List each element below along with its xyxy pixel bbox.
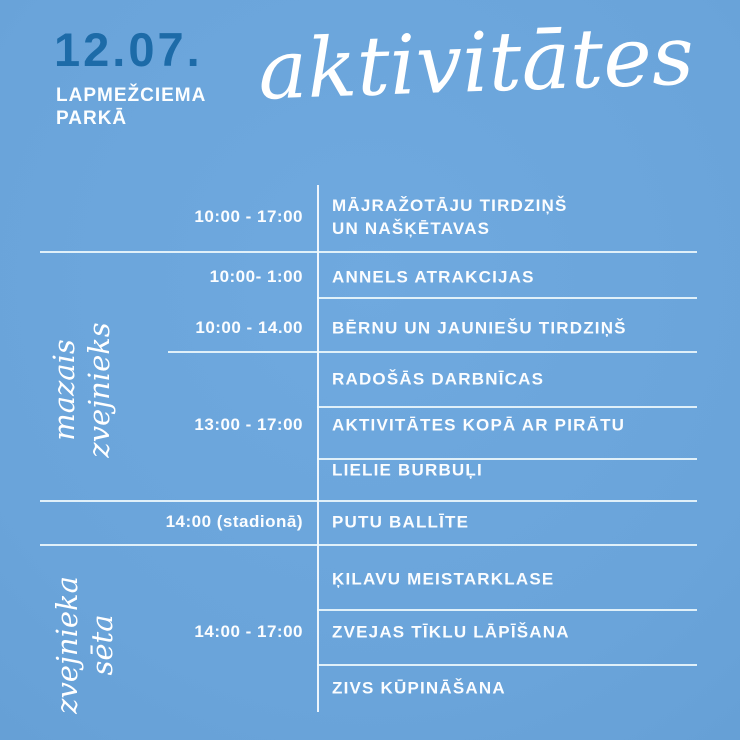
poster-title: aktivitātes — [256, 8, 696, 119]
activity-zivs-kupinasana: ZIVS KŪPINĀŠANA — [332, 678, 506, 698]
event-location-line1: LAPMEŽCIEMA — [56, 85, 207, 106]
section-divider-line — [40, 500, 697, 502]
row-divider-line — [168, 351, 697, 353]
row-divider-line — [317, 297, 697, 299]
activity-majrazotaju: MĀJRAŽOTĀJU TIRDZIŅŠ UN NAŠĶĒTAVAS — [332, 194, 568, 240]
time-zvejas-tiklu: 14:00 - 17:00 — [194, 622, 303, 641]
activity-putu-ballite: PUTU BALLĪTE — [332, 512, 470, 532]
time-annels: 10:00- 1:00 — [209, 267, 303, 286]
activity-kilavu-meistarklase: ĶILAVU MEISTARKLASE — [332, 569, 555, 589]
time-bernu-tirdzins: 10:00 - 14.00 — [195, 318, 303, 337]
event-date: 12.07. — [54, 23, 203, 76]
section-label-line2: zvejnieks — [82, 322, 116, 458]
row-divider-line — [40, 251, 697, 253]
section-label-line1: zvejnieka — [50, 576, 84, 714]
time-putu-ballite: 14:00 (stadionā) — [165, 512, 303, 531]
section-label-mazais-zvejnieks: mazais zvejnieks — [47, 322, 117, 457]
activity-bernu-tirdzins: BĒRNU UN JAUNIEŠU TIRDZIŅŠ — [332, 318, 627, 338]
row-divider-line — [317, 458, 697, 460]
section-label-zvejnieka-seta: zvejnieka sēta — [50, 576, 120, 714]
activity-lielie-burbuli: LIELIE BURBUĻI — [332, 460, 483, 480]
time-majrazotaju: 10:00 - 17:00 — [194, 207, 303, 226]
row-divider-line — [317, 406, 697, 408]
event-location: LAPMEŽCIEMA PARKĀ — [56, 84, 206, 130]
event-location-line2: PARKĀ — [56, 108, 128, 129]
activity-zvejas-tiklu: ZVEJAS TĪKLU LĀPĪŠANA — [332, 622, 570, 642]
column-divider-line — [317, 185, 319, 712]
section-label-line2: sēta — [85, 614, 119, 676]
row-divider-line — [317, 664, 697, 666]
activity-radosas-darbnicas: RADOŠĀS DARBNĪCAS — [332, 369, 545, 389]
section-label-line1: mazais — [47, 339, 81, 441]
activity-piratu: AKTIVITĀTES KOPĀ AR PIRĀTU — [332, 415, 626, 435]
time-piratu: 13:00 - 17:00 — [194, 415, 303, 434]
activity-line2: UN NAŠĶĒTAVAS — [332, 219, 491, 238]
row-divider-line — [317, 609, 697, 611]
activity-line1: MĀJRAŽOTĀJU TIRDZIŅŠ — [332, 196, 568, 215]
section-divider-line — [40, 544, 697, 546]
activity-annels: ANNELS ATRAKCIJAS — [332, 267, 535, 287]
